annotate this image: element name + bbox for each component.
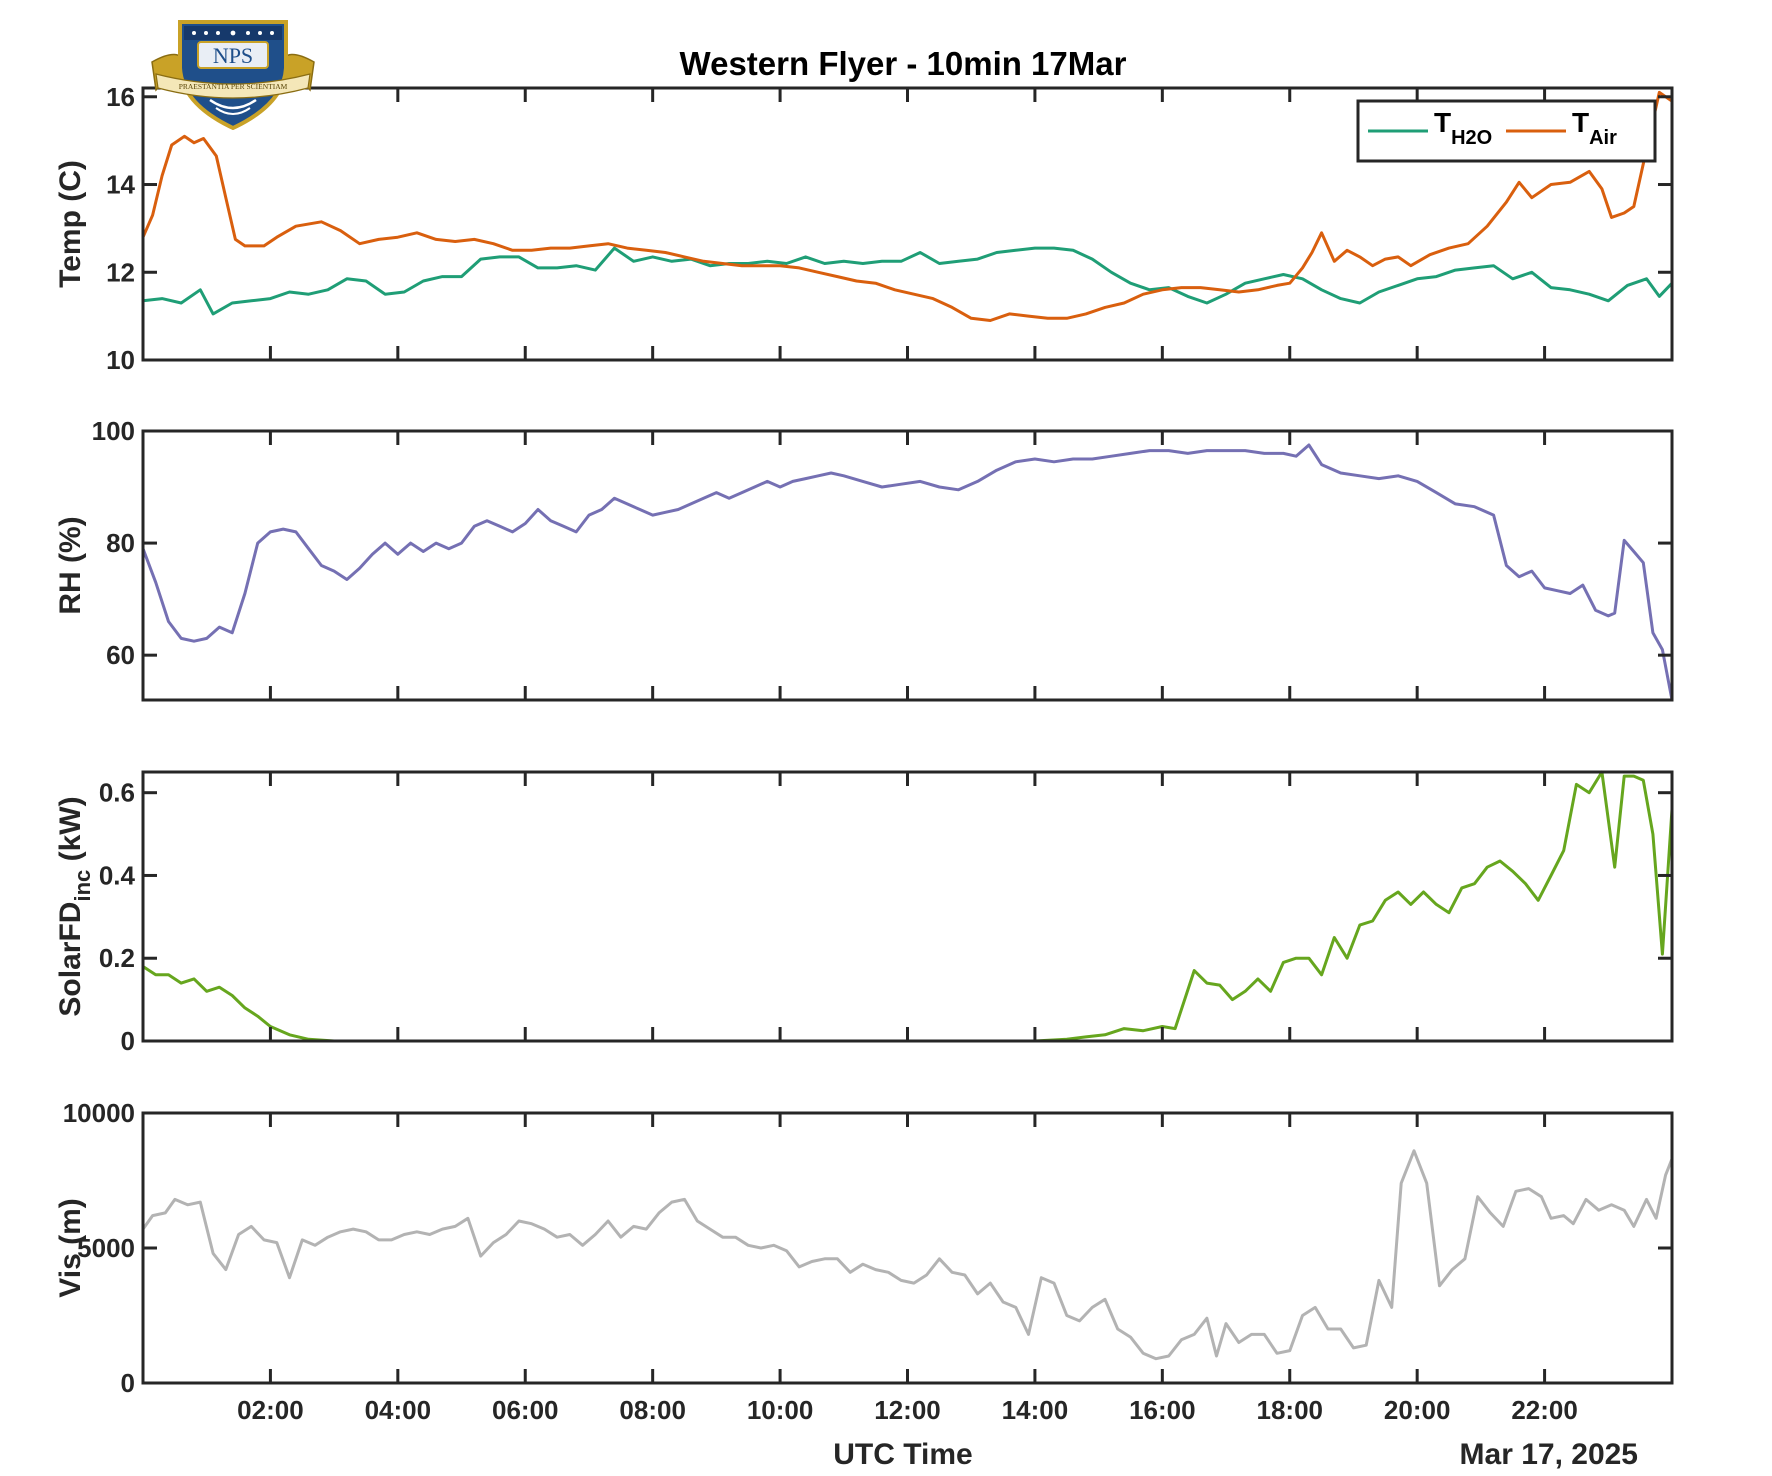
vis-axes-box <box>141 1111 1674 1385</box>
temp-series-t_h2o <box>142 246 1674 316</box>
legend-label-air: TAir <box>1572 107 1617 149</box>
vis-ytick-label: 10000 <box>63 1098 135 1128</box>
rh-ytick-label: 100 <box>92 416 135 446</box>
temp-ytick-label: 12 <box>106 257 135 287</box>
legend: TH2O TAir <box>1356 99 1657 163</box>
svg-text:PRAESTANTIA PER SCIENTIAM: PRAESTANTIA PER SCIENTIAM <box>179 82 288 91</box>
xtick-label: 04:00 <box>365 1395 432 1425</box>
xtick-label: 02:00 <box>237 1395 304 1425</box>
xtick-label: 14:00 <box>1002 1395 1069 1425</box>
vis-y-axis-label: Vis (m) <box>54 1198 87 1297</box>
xtick-label: 06:00 <box>492 1395 559 1425</box>
temp-y-axis-label: Temp (C) <box>54 160 87 288</box>
rh-ytick-label: 80 <box>106 528 135 558</box>
xtick-label: 12:00 <box>874 1395 941 1425</box>
temp-ytick-label: 14 <box>106 170 135 200</box>
x-axis-label: UTC Time <box>833 1438 972 1471</box>
xtick-label: 22:00 <box>1511 1395 1578 1425</box>
solar-ytick-label: 0.6 <box>99 778 135 808</box>
xtick-label: 08:00 <box>619 1395 686 1425</box>
rh-series-rh <box>141 443 1674 701</box>
temp-series-t_air <box>141 90 1673 322</box>
vis-panel: 0 5000 10000 Vis (m) 02:00 04:00 06:00 08:00 10:… <box>54 1098 1674 1425</box>
temp-panel: 10 12 14 16 Temp (C) TH2O TAir <box>54 82 1674 375</box>
xtick-label: 16:00 <box>1129 1395 1196 1425</box>
legend-label-h2o: TH2O <box>1434 107 1492 149</box>
solar-ytick-label: 0 <box>121 1026 135 1056</box>
xtick-label: 20:00 <box>1384 1395 1451 1425</box>
vis-ytick-label: 0 <box>121 1368 135 1398</box>
rh-ytick-label: 60 <box>106 640 135 670</box>
rh-axes-box <box>141 429 1674 702</box>
temp-ytick-label: 16 <box>106 82 135 112</box>
svg-text:NPS: NPS <box>213 43 253 68</box>
vis-series-vis <box>141 1149 1674 1361</box>
solar-axes-box <box>141 770 1674 1043</box>
rh-y-axis-label: RH (%) <box>54 516 87 614</box>
date-label: Mar 17, 2025 <box>1460 1438 1638 1471</box>
rh-panel: 60 80 100 RH (%) <box>54 416 1674 702</box>
xtick-label: 18:00 <box>1257 1395 1324 1425</box>
temp-ytick-label: 10 <box>106 345 135 375</box>
solar-ytick-label: 0.2 <box>99 943 135 973</box>
solar-ytick-label: 0.4 <box>99 860 136 890</box>
vis-ytick-label: 5000 <box>77 1233 135 1263</box>
nps-logo: NPS PRAESTANTIA PER SCIENTIAM <box>151 20 315 130</box>
chart-title: Western Flyer - 10min 17Mar <box>680 45 1127 82</box>
solar-y-axis-label: SolarFDinc (kW) <box>54 796 95 1016</box>
solar-series-solar <box>142 770 1674 1043</box>
xtick-label: 10:00 <box>747 1395 814 1425</box>
